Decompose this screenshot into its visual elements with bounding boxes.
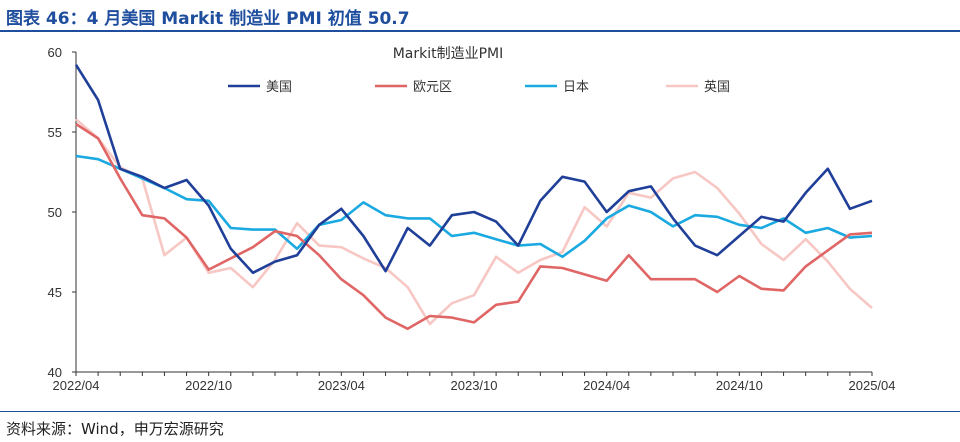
x-tick-label: 2022/04 [53,378,100,393]
series-line-欧元区 [75,122,873,331]
series-line-日本 [75,154,873,259]
y-tick-label: 55 [48,125,62,140]
top-rule [0,30,960,32]
x-tick-label: 2023/04 [318,378,365,393]
bottom-rule [0,411,960,412]
x-tick-label: 2024/10 [716,378,763,393]
x-tick-label: 2022/10 [185,378,232,393]
plot-area [74,64,873,331]
legend: 美国 欧元区 日本 英国 [228,80,730,95]
legend-label: 美国 [266,80,292,95]
source-note: 资料来源：Wind，申万宏源研究 [6,420,224,438]
x-tick-label: 2024/04 [583,378,630,393]
chart-title: Markit制造业PMI [393,46,504,62]
figure-title: 图表 46：4 月美国 Markit 制造业 PMI 初值 50.7 [6,9,410,29]
x-tick-label: 2025/04 [849,378,896,393]
series-line-英国 [75,118,873,326]
y-axis: 40 45 50 55 60 [48,45,77,380]
legend-label: 日本 [563,80,589,95]
y-tick-label: 45 [48,285,62,300]
x-tick-label: 2023/10 [451,378,498,393]
series-line-美国 [74,64,873,275]
legend-label: 欧元区 [413,80,452,95]
legend-label: 英国 [704,80,730,95]
x-axis: 2022/04 2022/10 2023/04 2023/10 2024/04 2024/… [53,371,896,393]
y-tick-label: 40 [48,365,62,380]
y-tick-label: 60 [48,45,62,60]
y-tick-label: 50 [48,205,62,220]
